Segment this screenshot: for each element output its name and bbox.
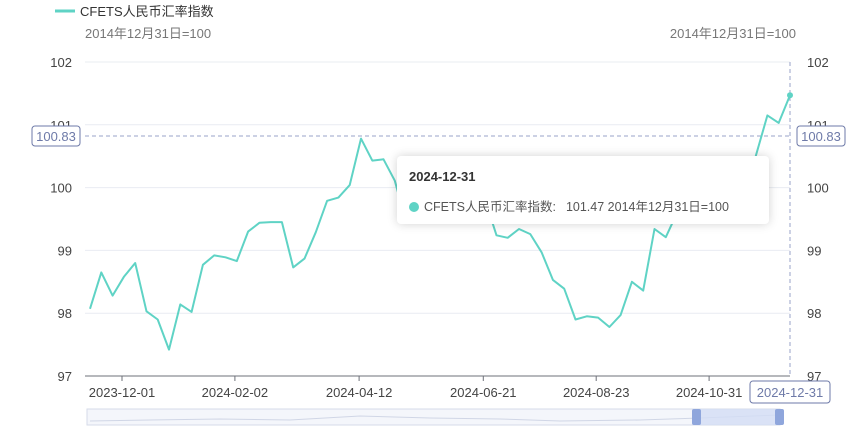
legend-label: CFETS人民币汇率指数: [80, 4, 214, 19]
datazoom-selected-range[interactable]: [697, 409, 780, 425]
x-tick-label: 2024-06-21: [450, 385, 517, 400]
tooltip: 2024-12-31 CFETS人民币汇率指数: 101.47 2014年12月3…: [397, 156, 769, 224]
y-tick-label-left: 98: [58, 306, 72, 321]
pointer-value-label-right: 100.83: [797, 126, 845, 146]
tooltip-series-label: CFETS人民币汇率指数:: [424, 200, 556, 214]
x-tick-label: 2024-04-12: [326, 385, 393, 400]
x-tick-label: 2024-02-02: [202, 385, 269, 400]
tooltip-value: 101.47: [566, 200, 604, 214]
axis-note-left: 2014年12月31日=100: [85, 26, 211, 41]
axis-note-right: 2014年12月31日=100: [670, 26, 796, 41]
datazoom-handle-right[interactable]: [775, 409, 784, 425]
y-tick-label-left: 102: [50, 55, 72, 70]
x-tick-label: 2024-08-23: [563, 385, 630, 400]
data-point: [787, 92, 793, 98]
x-tick-label: 2023-12-01: [89, 385, 156, 400]
tooltip-unit: 2014年12月31日=100: [608, 200, 729, 214]
y-tick-label-left: 99: [58, 243, 72, 258]
datazoom-handle-left[interactable]: [692, 409, 701, 425]
y-tick-label-right: 102: [807, 55, 829, 70]
pointer-date-label: 2024-12-31: [750, 381, 830, 403]
pointer-date-text: 2024-12-31: [757, 385, 824, 400]
pointer-label-text-right: 100.83: [801, 129, 841, 144]
tooltip-row: CFETS人民币汇率指数: 101.47 2014年12月31日=100: [409, 196, 729, 215]
x-tick-label: 2024-10-31: [676, 385, 743, 400]
y-tick-label-right: 98: [807, 306, 821, 321]
tooltip-series-dot: [409, 202, 419, 212]
pointer-value-label-left: 100.83: [32, 126, 80, 146]
y-tick-label-right: 99: [807, 243, 821, 258]
datazoom-slider[interactable]: [87, 409, 784, 425]
pointer-label-text-left: 100.83: [36, 129, 76, 144]
y-tick-label-left: 100: [50, 181, 72, 196]
datazoom-track[interactable]: [87, 409, 780, 425]
y-tick-label-left: 97: [58, 369, 72, 384]
y-tick-label-right: 100: [807, 181, 829, 196]
legend[interactable]: CFETS人民币汇率指数: [55, 4, 214, 19]
x-axis-labels: 2023-12-01 2024-02-02 2024-04-12 2024-06-21…: [89, 376, 743, 400]
tooltip-date: 2024-12-31: [409, 169, 476, 184]
